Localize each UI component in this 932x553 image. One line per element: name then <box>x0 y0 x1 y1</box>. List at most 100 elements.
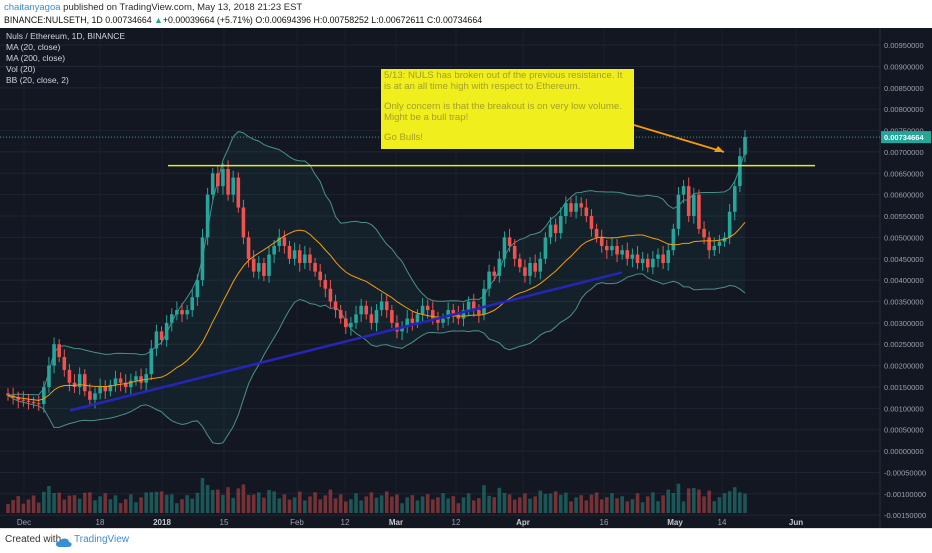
annotation-arrow <box>633 124 725 153</box>
y-tick-label: 0.00000000 <box>884 447 924 456</box>
volume-bar <box>333 498 338 513</box>
tradingview-link[interactable]: TradingView <box>74 534 130 545</box>
last-price-tag <box>881 131 931 144</box>
volume-bar <box>390 496 394 513</box>
volume-bar <box>676 483 681 513</box>
candle-body <box>630 254 635 259</box>
volume-bar <box>303 500 307 513</box>
candle-body <box>216 173 220 187</box>
y-tick-label: 0.00150000 <box>884 383 924 392</box>
volume-bar <box>702 496 706 513</box>
x-tick-label: 2018 <box>153 518 171 527</box>
candle-body <box>144 374 148 383</box>
candle-body <box>487 271 491 289</box>
created-with-label: Created with <box>5 534 62 545</box>
candle-body <box>256 263 261 272</box>
candle-body <box>200 237 205 281</box>
candle-body <box>405 318 409 328</box>
volume-bar <box>635 493 640 513</box>
candle-body <box>333 301 338 311</box>
volume-bar <box>36 502 41 513</box>
volume-bar <box>98 496 102 513</box>
legend-title: Nuls / Ethereum, 1D, BINANCE <box>6 31 126 41</box>
candle-body <box>738 156 742 187</box>
legend-study-bollinger[interactable]: BB (20, close, 2) <box>6 75 69 85</box>
candle-body <box>277 237 282 246</box>
volume-bar <box>548 493 553 513</box>
volume-bar <box>722 493 727 513</box>
footer: Created with TradingView <box>0 528 932 551</box>
candle-body <box>732 186 737 212</box>
annotation-line-2: Only concern is that the breakout is on … <box>384 101 622 123</box>
tradingview-cloud-icon <box>56 535 72 553</box>
legend-study-volume[interactable]: Vol (20) <box>6 64 36 74</box>
volume-bar <box>395 494 399 513</box>
x-tick-label: Jun <box>789 518 803 527</box>
candle-body <box>154 331 159 349</box>
volume-bar <box>553 491 558 513</box>
x-tick-label: May <box>667 518 683 527</box>
candle-body <box>589 216 594 229</box>
candle-body <box>359 305 363 315</box>
candle-body <box>712 245 717 251</box>
candle-body <box>349 322 353 328</box>
candle-body <box>645 258 650 268</box>
candle-body <box>420 305 425 315</box>
y-tick-label: 0.00500000 <box>884 233 924 242</box>
volume-bar <box>82 492 87 513</box>
candle-body <box>139 376 143 383</box>
volume-bar <box>441 493 445 513</box>
volume-bar <box>52 493 56 513</box>
candle-body <box>425 305 430 311</box>
candle-body <box>528 263 532 276</box>
candle-body <box>599 237 604 246</box>
volume-bar <box>686 488 691 513</box>
candle-body <box>47 365 51 387</box>
author-link[interactable]: chaitanyagoa <box>4 2 61 13</box>
volume-bar <box>589 494 594 513</box>
volume-bar <box>620 496 624 513</box>
candle-body <box>523 267 527 276</box>
y-tick-label: 0.00350000 <box>884 298 924 307</box>
volume-bar <box>507 494 512 513</box>
volume-bar <box>267 490 271 513</box>
candle-body <box>620 250 624 255</box>
candle-body <box>400 327 404 332</box>
candle-body <box>579 203 584 208</box>
candle-body <box>594 228 599 238</box>
volume-bar <box>594 492 599 513</box>
volume-bar <box>446 498 450 513</box>
volume-bar <box>31 495 36 513</box>
volume-bar <box>487 495 491 513</box>
x-tick-label: 15 <box>220 518 229 527</box>
y-tick-label: 0.00300000 <box>884 319 924 328</box>
volume-bar <box>666 489 671 513</box>
x-tick-label: Dec <box>17 518 31 527</box>
candle-body <box>308 254 312 264</box>
y-tick-label: 0.00800000 <box>884 105 924 114</box>
volume-bar <box>564 492 568 513</box>
x-tick-label: 12 <box>452 518 461 527</box>
chart-panel[interactable]: 0.00950000 0.00900000 0.00850000 0.00800000… <box>0 28 932 528</box>
candle-body <box>543 237 548 259</box>
candle-body <box>338 310 343 319</box>
candle-body <box>267 254 271 276</box>
annotation-note[interactable]: 5/13: NULS has broken out of the previou… <box>381 69 634 149</box>
candle-body <box>328 288 333 302</box>
volume-bar <box>732 487 737 513</box>
legend-study-ma20[interactable]: MA (20, close) <box>6 42 61 52</box>
candle-body <box>62 357 67 370</box>
volume-bar <box>400 503 404 513</box>
volume-bar <box>477 498 481 513</box>
volume-bar <box>180 499 184 513</box>
candle-body <box>451 310 456 315</box>
volume-bar <box>379 495 384 513</box>
volume-bar <box>420 496 425 513</box>
annotation-arrowhead <box>714 146 724 152</box>
volume-bar <box>651 492 655 513</box>
volume-bar <box>512 499 517 513</box>
volume-bar <box>482 485 486 513</box>
volume-bar <box>144 492 148 513</box>
volume-bar <box>205 485 210 513</box>
legend-study-ma200[interactable]: MA (200, close) <box>6 53 66 63</box>
